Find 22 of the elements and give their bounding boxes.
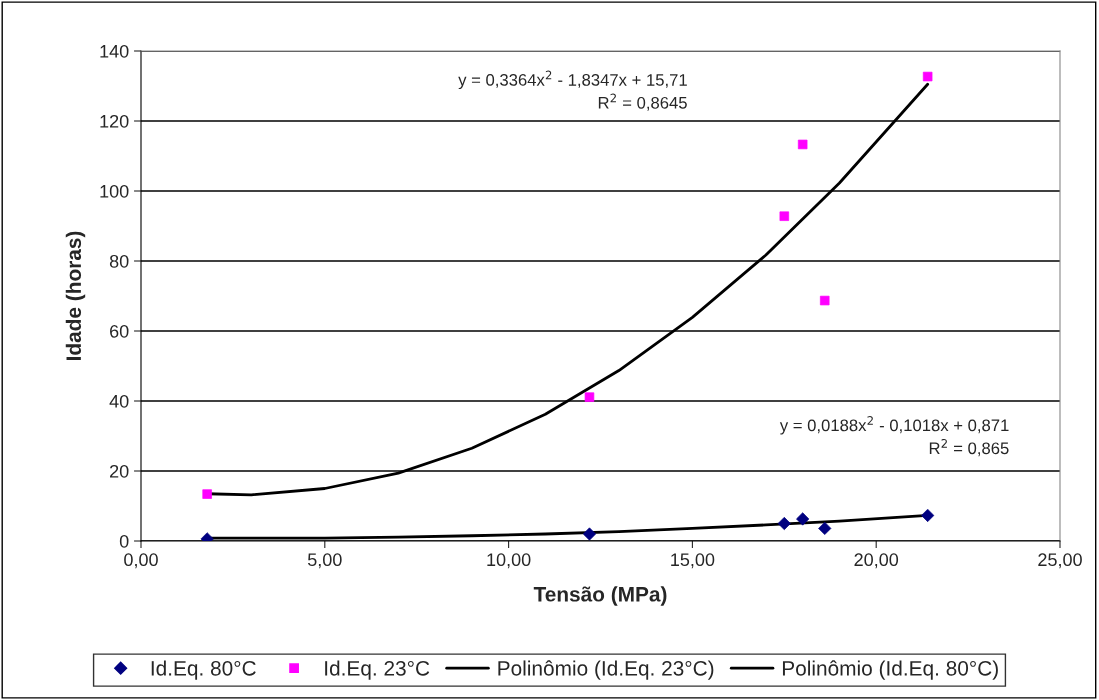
y-tick-label: 100 <box>100 184 129 198</box>
annotation: y = 0,0188x$^{2}$ - 0,1018x + 0,871 R$^{2}$ = 0,865 <box>779 416 1009 457</box>
y-tick-label: 40 <box>109 394 129 408</box>
legend-label: Id.Eq. 80°C <box>151 660 256 680</box>
y-tick-label: 60 <box>110 324 129 338</box>
legend-label: Polinômio (Id.Eq. 23°C) <box>498 660 714 680</box>
x-tick-label: 15,00 <box>671 553 715 569</box>
y-tick-label: 80 <box>109 254 129 268</box>
legend-label: Id.Eq. 23°C <box>325 660 430 680</box>
annotation: y = 0,3364x$^{2}$ - 1,8347x + 15,71 R$^{2}$ = 0,8645 <box>458 70 687 111</box>
x-tick-label: 10,00 <box>487 553 531 569</box>
y-tick-label: 120 <box>100 114 129 128</box>
legend-label: Polinômio (Id.Eq. 80°C) <box>782 660 998 680</box>
x-tick-label: 0,00 <box>124 553 158 569</box>
y-tick-label: 0 <box>119 534 129 548</box>
x-axis-title: Tensão (MPa) <box>533 586 667 606</box>
y-tick-label: 20 <box>110 464 129 478</box>
x-tick-label: 20,00 <box>854 553 899 569</box>
x-tick-label: 25,00 <box>1038 553 1082 569</box>
y-axis-title: Idade (horas) <box>65 231 86 361</box>
y-tick-label: 140 <box>100 44 129 58</box>
x-tick-label: 5,00 <box>307 553 342 569</box>
